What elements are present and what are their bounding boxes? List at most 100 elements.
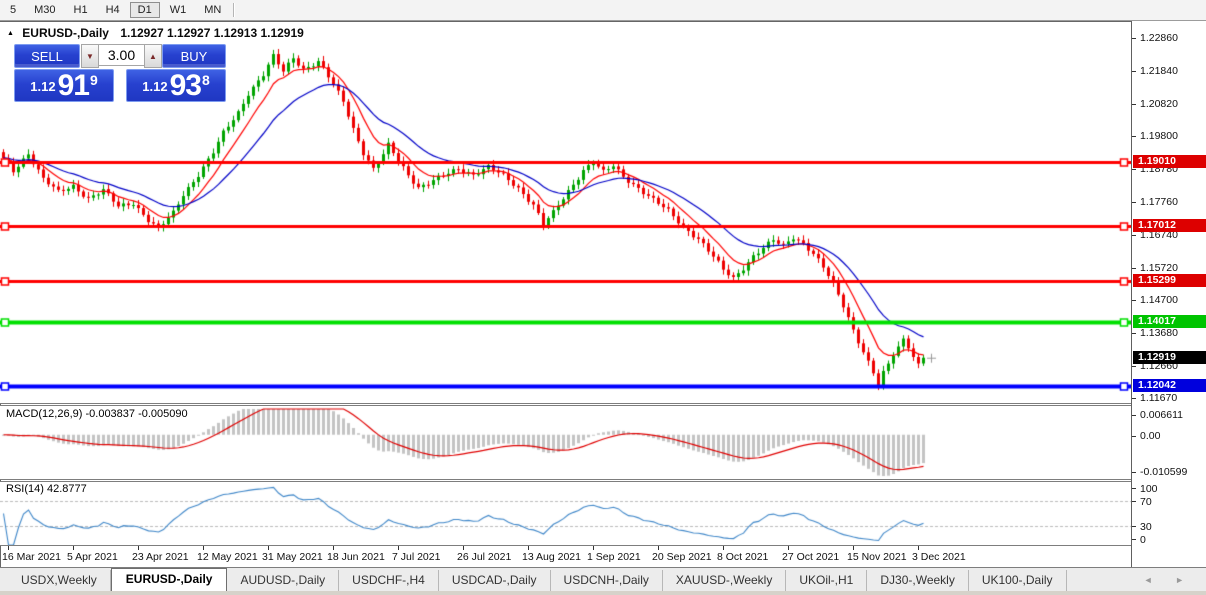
price-axis-tick (1132, 71, 1136, 72)
date-axis-tick (203, 546, 204, 550)
price-tag-1.15299: 1.15299 (1133, 274, 1206, 287)
date-axis-tick (723, 546, 724, 550)
symbol-tab-usdchf-h4[interactable]: USDCHF-,H4 (339, 570, 439, 591)
volume-input[interactable] (98, 44, 145, 66)
macd-indicator-label: MACD(12,26,9) -0.003837 -0.005090 (6, 408, 188, 420)
window-border-bottom (0, 567, 1206, 568)
date-axis-label: 26 Jul 2021 (457, 551, 512, 563)
pane-separator[interactable] (0, 403, 1206, 404)
date-axis-tick (593, 546, 594, 550)
date-axis-label: 20 Sep 2021 (652, 551, 712, 563)
buy-button[interactable]: BUY (162, 44, 226, 68)
timeframe-button-h4[interactable]: H4 (105, 4, 120, 16)
date-axis-label: 12 May 2021 (197, 551, 258, 563)
macd-pane-canvas[interactable] (0, 406, 1131, 479)
rsi-current-value: 42.8777 (46, 483, 87, 495)
bid-price-point-digit: 9 (89, 72, 98, 88)
date-axis-tick (528, 546, 529, 550)
window-border-top (0, 21, 1206, 22)
symbol-tab-audusd-daily[interactable]: AUDUSD-,Daily (227, 570, 340, 591)
date-axis-label: 8 Oct 2021 (717, 551, 769, 563)
date-axis-tick (788, 546, 789, 550)
sell-price-button[interactable]: 1.12 91 9 (14, 69, 114, 102)
timeframe-button-d1[interactable]: D1 (129, 2, 160, 18)
rsi-pane-canvas[interactable] (0, 482, 1131, 545)
status-strip (0, 591, 1206, 595)
timeframe-button-m30[interactable]: M30 (34, 4, 56, 16)
price-axis-label: 1.11670 (1140, 392, 1178, 404)
panel-collapse-icon[interactable]: ▲ (7, 30, 14, 37)
date-axis-label: 23 Apr 2021 (132, 551, 189, 563)
price-axis-tick (1132, 202, 1136, 203)
rsi-axis-tick (1132, 539, 1136, 540)
bid-price-big-digits: 91 (57, 69, 90, 102)
price-tag-1.12042: 1.12042 (1133, 379, 1206, 392)
rsi-indicator-label: RSI(14) 42.8777 (6, 483, 87, 495)
toolbar-separator (233, 3, 235, 17)
date-axis-tick (918, 546, 919, 550)
macd-axis-tick (1132, 436, 1136, 437)
price-axis-tick (1132, 104, 1136, 105)
price-axis-tick (1132, 136, 1136, 137)
timeframe-button-h1[interactable]: H1 (73, 4, 88, 16)
tab-scroll-arrows[interactable]: ◄ ► (1143, 574, 1194, 585)
symbol-tab-usdx-weekly[interactable]: USDX,Weekly (8, 570, 111, 591)
sell-button[interactable]: SELL (14, 44, 80, 68)
bid-price-prefix: 1.12 (30, 79, 56, 94)
one-click-trading-panel: SELL ▼ ▲ BUY 1.12 91 9 1.12 93 8 (14, 44, 226, 102)
price-axis-label: 1.17760 (1140, 196, 1178, 208)
price-axis-label: 1.16740 (1140, 229, 1178, 241)
symbol-tab-dj30-weekly[interactable]: DJ30-,Weekly (867, 570, 969, 591)
symbol-tab-ukoil-h1[interactable]: UKOil-,H1 (786, 570, 868, 591)
date-axis-tick (658, 546, 659, 550)
price-tag-1.12919: 1.12919 (1133, 351, 1206, 364)
timeframe-button-mn[interactable]: MN (204, 4, 222, 16)
timeframe-button-5[interactable]: 5 (10, 4, 17, 16)
symbol-tab-xauusd-weekly[interactable]: XAUUSD-,Weekly (663, 570, 787, 591)
macd-axis-label: 0.00 (1140, 430, 1161, 442)
date-axis-tick (268, 546, 269, 550)
volume-increase-button[interactable]: ▲ (144, 44, 162, 68)
volume-decrease-button[interactable]: ▼ (81, 44, 99, 68)
date-axis-label: 5 Apr 2021 (67, 551, 118, 563)
price-axis-label: 1.22860 (1140, 32, 1178, 44)
rsi-name: RSI(14) (6, 483, 44, 495)
macd-name: MACD(12,26,9) (6, 408, 83, 420)
date-axis-separator (0, 545, 1206, 546)
price-tag-1.19010: 1.19010 (1133, 155, 1206, 168)
date-axis-label: 31 May 2021 (262, 551, 323, 563)
price-axis-label: 1.21840 (1140, 65, 1178, 77)
symbol-tab-usdcnh-daily[interactable]: USDCNH-,Daily (551, 570, 663, 591)
date-axis-tick (138, 546, 139, 550)
date-axis-label: 3 Dec 2021 (912, 551, 966, 563)
price-tag-1.14017: 1.14017 (1133, 315, 1206, 328)
symbol-tab-usdcad-daily[interactable]: USDCAD-,Daily (439, 570, 551, 591)
price-axis-tick (1132, 268, 1136, 269)
rsi-axis-tick (1132, 526, 1136, 527)
chart-ohlc-values: 1.12927 1.12927 1.12913 1.12919 (120, 26, 304, 40)
ask-price-big-digits: 93 (169, 69, 202, 102)
pane-separator[interactable] (0, 479, 1206, 480)
symbol-tab-eurusd-daily[interactable]: EURUSD-,Daily (110, 568, 228, 591)
date-axis-tick (463, 546, 464, 550)
price-axis-tick (1132, 300, 1136, 301)
rsi-axis-label: 30 (1140, 521, 1152, 533)
rsi-axis-tick (1132, 501, 1136, 502)
macd-current-values: -0.003837 -0.005090 (85, 408, 188, 420)
date-axis-label: 7 Jul 2021 (392, 551, 441, 563)
date-axis-label: 13 Aug 2021 (522, 551, 581, 563)
date-axis-label: 16 Mar 2021 (2, 551, 61, 563)
date-axis-tick (853, 546, 854, 550)
symbol-tab-uk100-daily[interactable]: UK100-,Daily (969, 570, 1067, 591)
rsi-axis-label: 100 (1140, 483, 1158, 495)
timeframe-button-w1[interactable]: W1 (169, 4, 187, 16)
price-axis-label: 1.20820 (1140, 98, 1178, 110)
pane-separator (0, 405, 1206, 406)
ask-price-prefix: 1.12 (142, 79, 168, 94)
price-axis[interactable] (1131, 21, 1206, 567)
timeframe-toolbar: 5 M30 H1 H4 D1 W1 MN (0, 0, 1206, 21)
rsi-axis-tick (1132, 488, 1136, 489)
macd-axis-tick (1132, 472, 1136, 473)
buy-price-button[interactable]: 1.12 93 8 (126, 69, 226, 102)
